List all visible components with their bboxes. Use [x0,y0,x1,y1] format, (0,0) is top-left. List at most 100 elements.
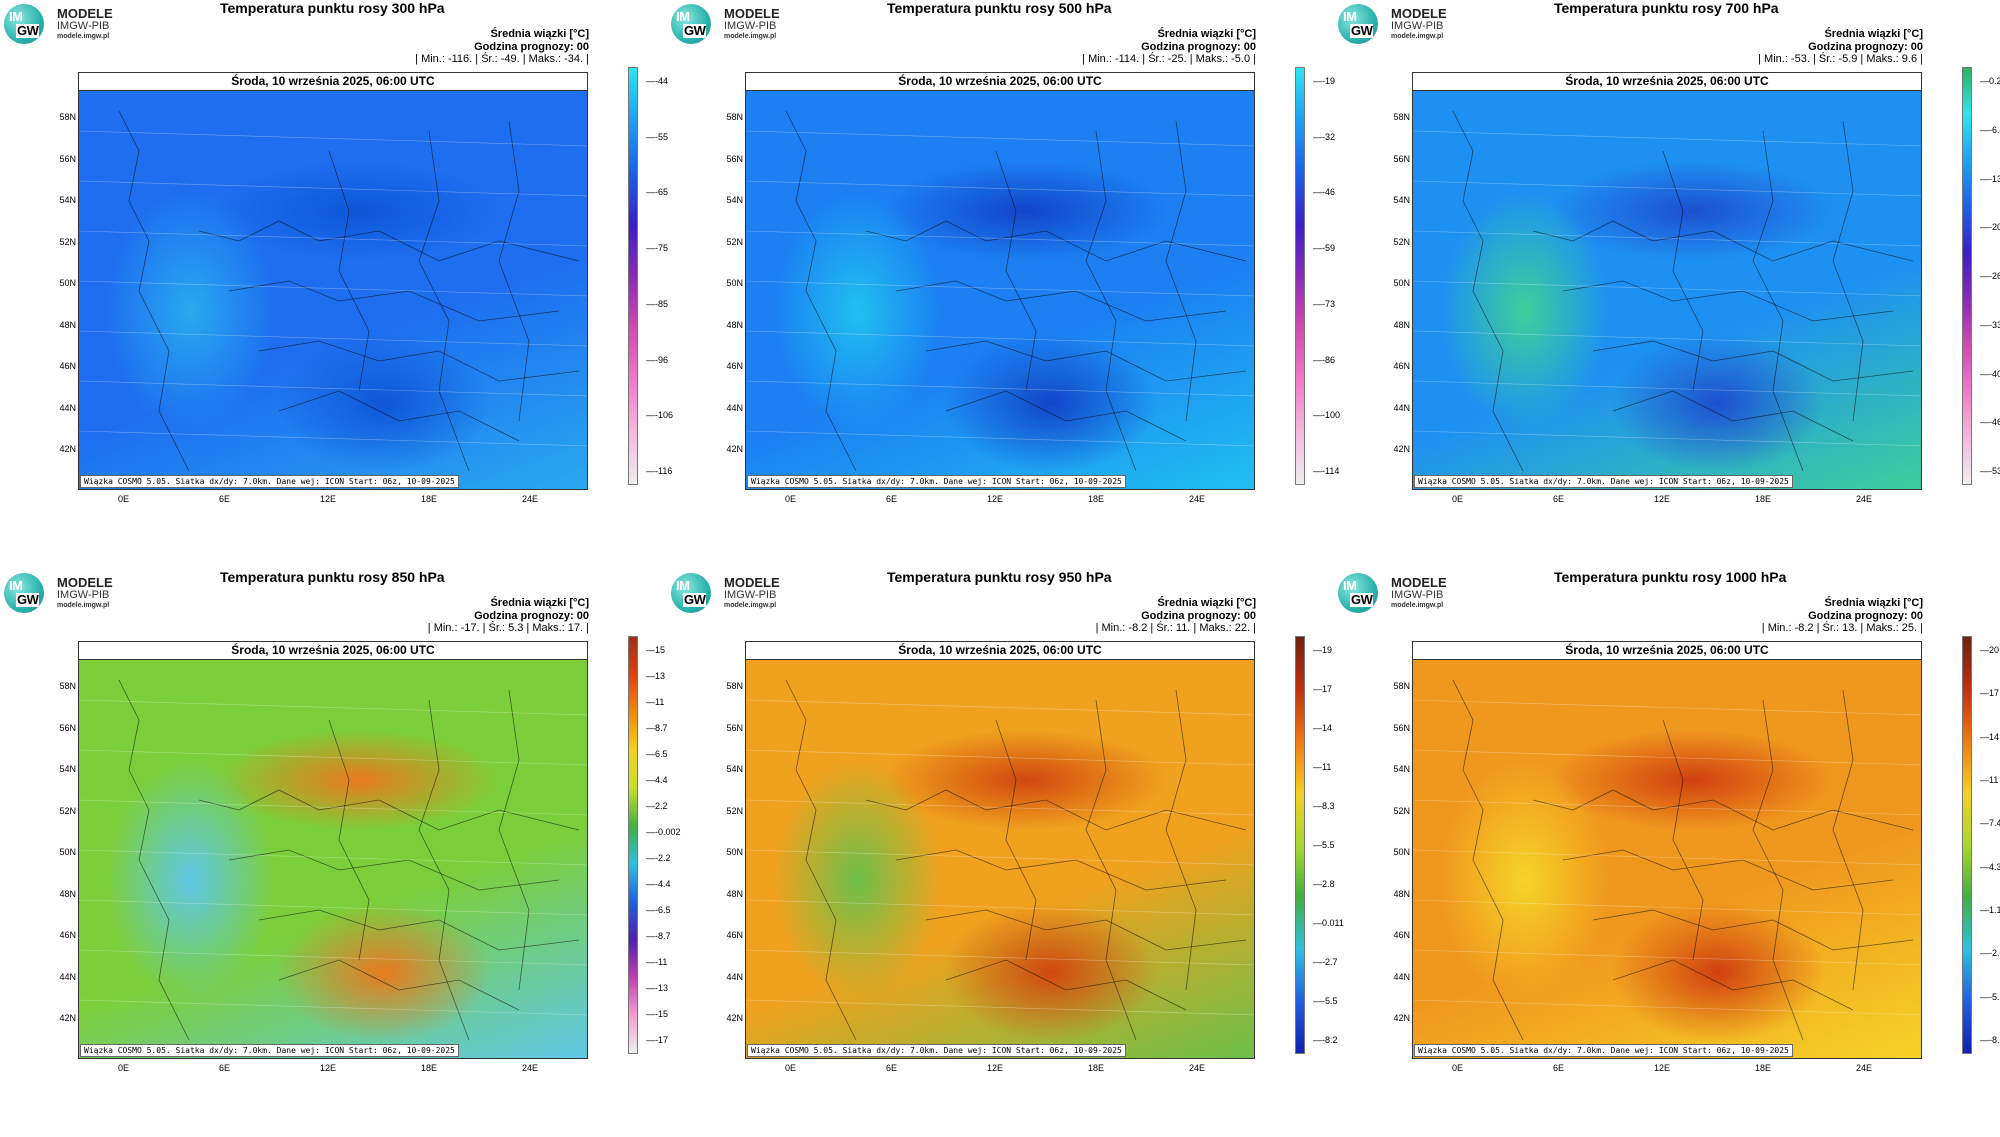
longitude-label: 18E [1088,494,1105,504]
longitude-label: 24E [522,494,539,504]
border-line [328,719,370,961]
graticule-line [79,280,587,297]
forecast-hour: Godzina prognozy: 00 [1141,610,1256,622]
mean-label: Średnia wiązki [°C] [1157,597,1256,609]
graticule-line [1413,799,1921,816]
border-line [1562,280,1894,322]
colorbar-tick-label: —-44 [646,76,669,86]
colorbar-tick-label: —8.7 [646,723,668,733]
border-line [1662,150,1704,392]
forecast-panel: IM GW MODELE IMGW-PIB modele.imgw.pl Temperat… [1334,569,2000,1137]
logo-im-text: IM [9,578,23,593]
colorbar-tick-label: —11 [1980,775,1999,785]
map-area[interactable]: Środa, 10 września 2025, 06:00 UTC Wiązka… [78,641,588,1059]
latitude-label: 48N [726,319,743,330]
longitude-label: 6E [886,494,898,504]
latitude-label: 42N [59,444,76,454]
colorbar-tick-label: —-8.2 [1980,1035,2000,1045]
border-line [278,390,520,442]
colorbar-tick-label: —-46 [1313,187,1336,198]
longitude-label: 0E [785,494,797,504]
latitude-label: 56N [726,722,743,733]
map-area[interactable]: Środa, 10 września 2025, 06:00 UTC Wiązka… [78,72,588,490]
forecast-panel: IM GW MODELE IMGW-PIB modele.imgw.pl Temperat… [0,569,681,1137]
stats-line: | Min.: -116. | Śr.: -49. | Maks.: -34. … [415,53,589,65]
map-area[interactable]: Środa, 10 września 2025, 06:00 UTC Wiązka… [745,641,1255,1059]
stats-line: | Min.: -8.2 | Śr.: 11. | Maks.: 22. | [1095,622,1256,634]
longitude-label: 24E [522,1063,539,1073]
colorbar-tick-label: —14 [1980,731,2000,742]
border-line [1085,130,1137,472]
imgw-logo: IM GW MODELE IMGW-PIB modele.imgw.pl [1338,4,1478,46]
colorbar [1962,636,1972,1054]
border-line [1752,699,1804,1041]
colorbar-tick-label: —-2.7 [1313,957,1338,967]
imgw-logo: IM GW MODELE IMGW-PIB modele.imgw.pl [1338,573,1478,615]
border-line [498,120,530,422]
graticule-line [79,230,587,247]
panel-title: Temperatura punktu rosy 700 hPa [1554,0,1779,16]
colorbar-tick-label: —19 [1313,645,1333,655]
colorbar-tick-label: —-17 [646,1035,669,1045]
colorbar-tick-label: —-11 [646,957,668,967]
colorbar-tick-label: —4.4 [646,775,668,785]
logo-gw-text: GW [683,23,707,38]
latitude-label: 46N [726,361,743,371]
colorbar-tick-label: —-65 [646,187,669,198]
border-line [198,220,580,262]
longitude-label: 24E [1856,494,1873,504]
colorbar-tick-label: —-8.7 [646,931,671,941]
mean-label: Średnia wiązki [°C] [1157,28,1256,40]
graticule-line [1413,430,1921,447]
longitude-label: 12E [320,494,337,504]
latitude-label: 54N [1393,764,1410,774]
longitude-label: 18E [1088,1063,1105,1073]
colorbar-tick-label: —-13 [1980,173,2000,184]
latitude-label: 48N [1393,888,1410,899]
map-area[interactable]: Środa, 10 września 2025, 06:00 UTC Wiązka… [1412,641,1922,1059]
graticule-line [746,430,1254,447]
graticule-line [746,849,1254,866]
graticule-line [746,330,1254,347]
colorbar-tick-label: —1.1 [1980,905,2000,915]
border-line [785,110,857,472]
latitude-label: 54N [1393,195,1410,205]
panel-title: Temperatura punktu rosy 1000 hPa [1554,569,1787,585]
latitude-label: 56N [1393,722,1410,733]
logo-subtitle: IMGW-PIB [57,20,110,32]
graticule-line [1413,280,1921,297]
colorbar-tick-label: —-20 [1980,222,2000,233]
colorbar-tick-label: —-116 [646,466,673,476]
latitude-label: 58N [1393,112,1410,122]
graticule-line [746,999,1254,1016]
graticule-line [79,949,587,966]
map-area[interactable]: Środa, 10 września 2025, 06:00 UTC Wiązka… [745,72,1255,490]
graticule-line [1413,849,1921,866]
latitude-label: 42N [1393,444,1410,454]
graticule-line [79,430,587,447]
graticule-line [79,130,587,147]
latitude-label: 44N [1393,971,1410,982]
colorbar-tick-label: —0.247 [1980,76,2000,86]
latitude-label: 58N [59,112,76,122]
logo-subtitle: IMGW-PIB [1391,20,1444,32]
latitude-label: 54N [726,764,743,774]
colorbar-tick-label: —17 [1980,688,2000,699]
logo-gw-text: GW [683,592,707,607]
forecast-hour: Godzina prognozy: 00 [474,41,589,53]
map-footer: Wiązka COSMO 5.05. Siatka dx/dy: 7.0km. … [747,475,1126,488]
border-line [1592,909,1914,951]
colorbar-tick-label: —-2.0 [1980,948,2000,959]
border-line [895,280,1227,322]
forecast-panel: IM GW MODELE IMGW-PIB modele.imgw.pl Temperat… [667,569,1344,1137]
graticule-line [1413,230,1921,247]
border-line [1165,120,1197,422]
graticule-line [79,849,587,866]
map-area[interactable]: Środa, 10 września 2025, 06:00 UTC Wiązka… [1412,72,1922,490]
colorbar-tick-label: —-15 [646,1009,669,1019]
graticule-line [746,380,1254,397]
graticule-line [746,180,1254,197]
latitude-label: 42N [1393,1013,1410,1023]
logo-im-text: IM [1343,578,1357,593]
logo-gw-text: GW [1350,592,1374,607]
